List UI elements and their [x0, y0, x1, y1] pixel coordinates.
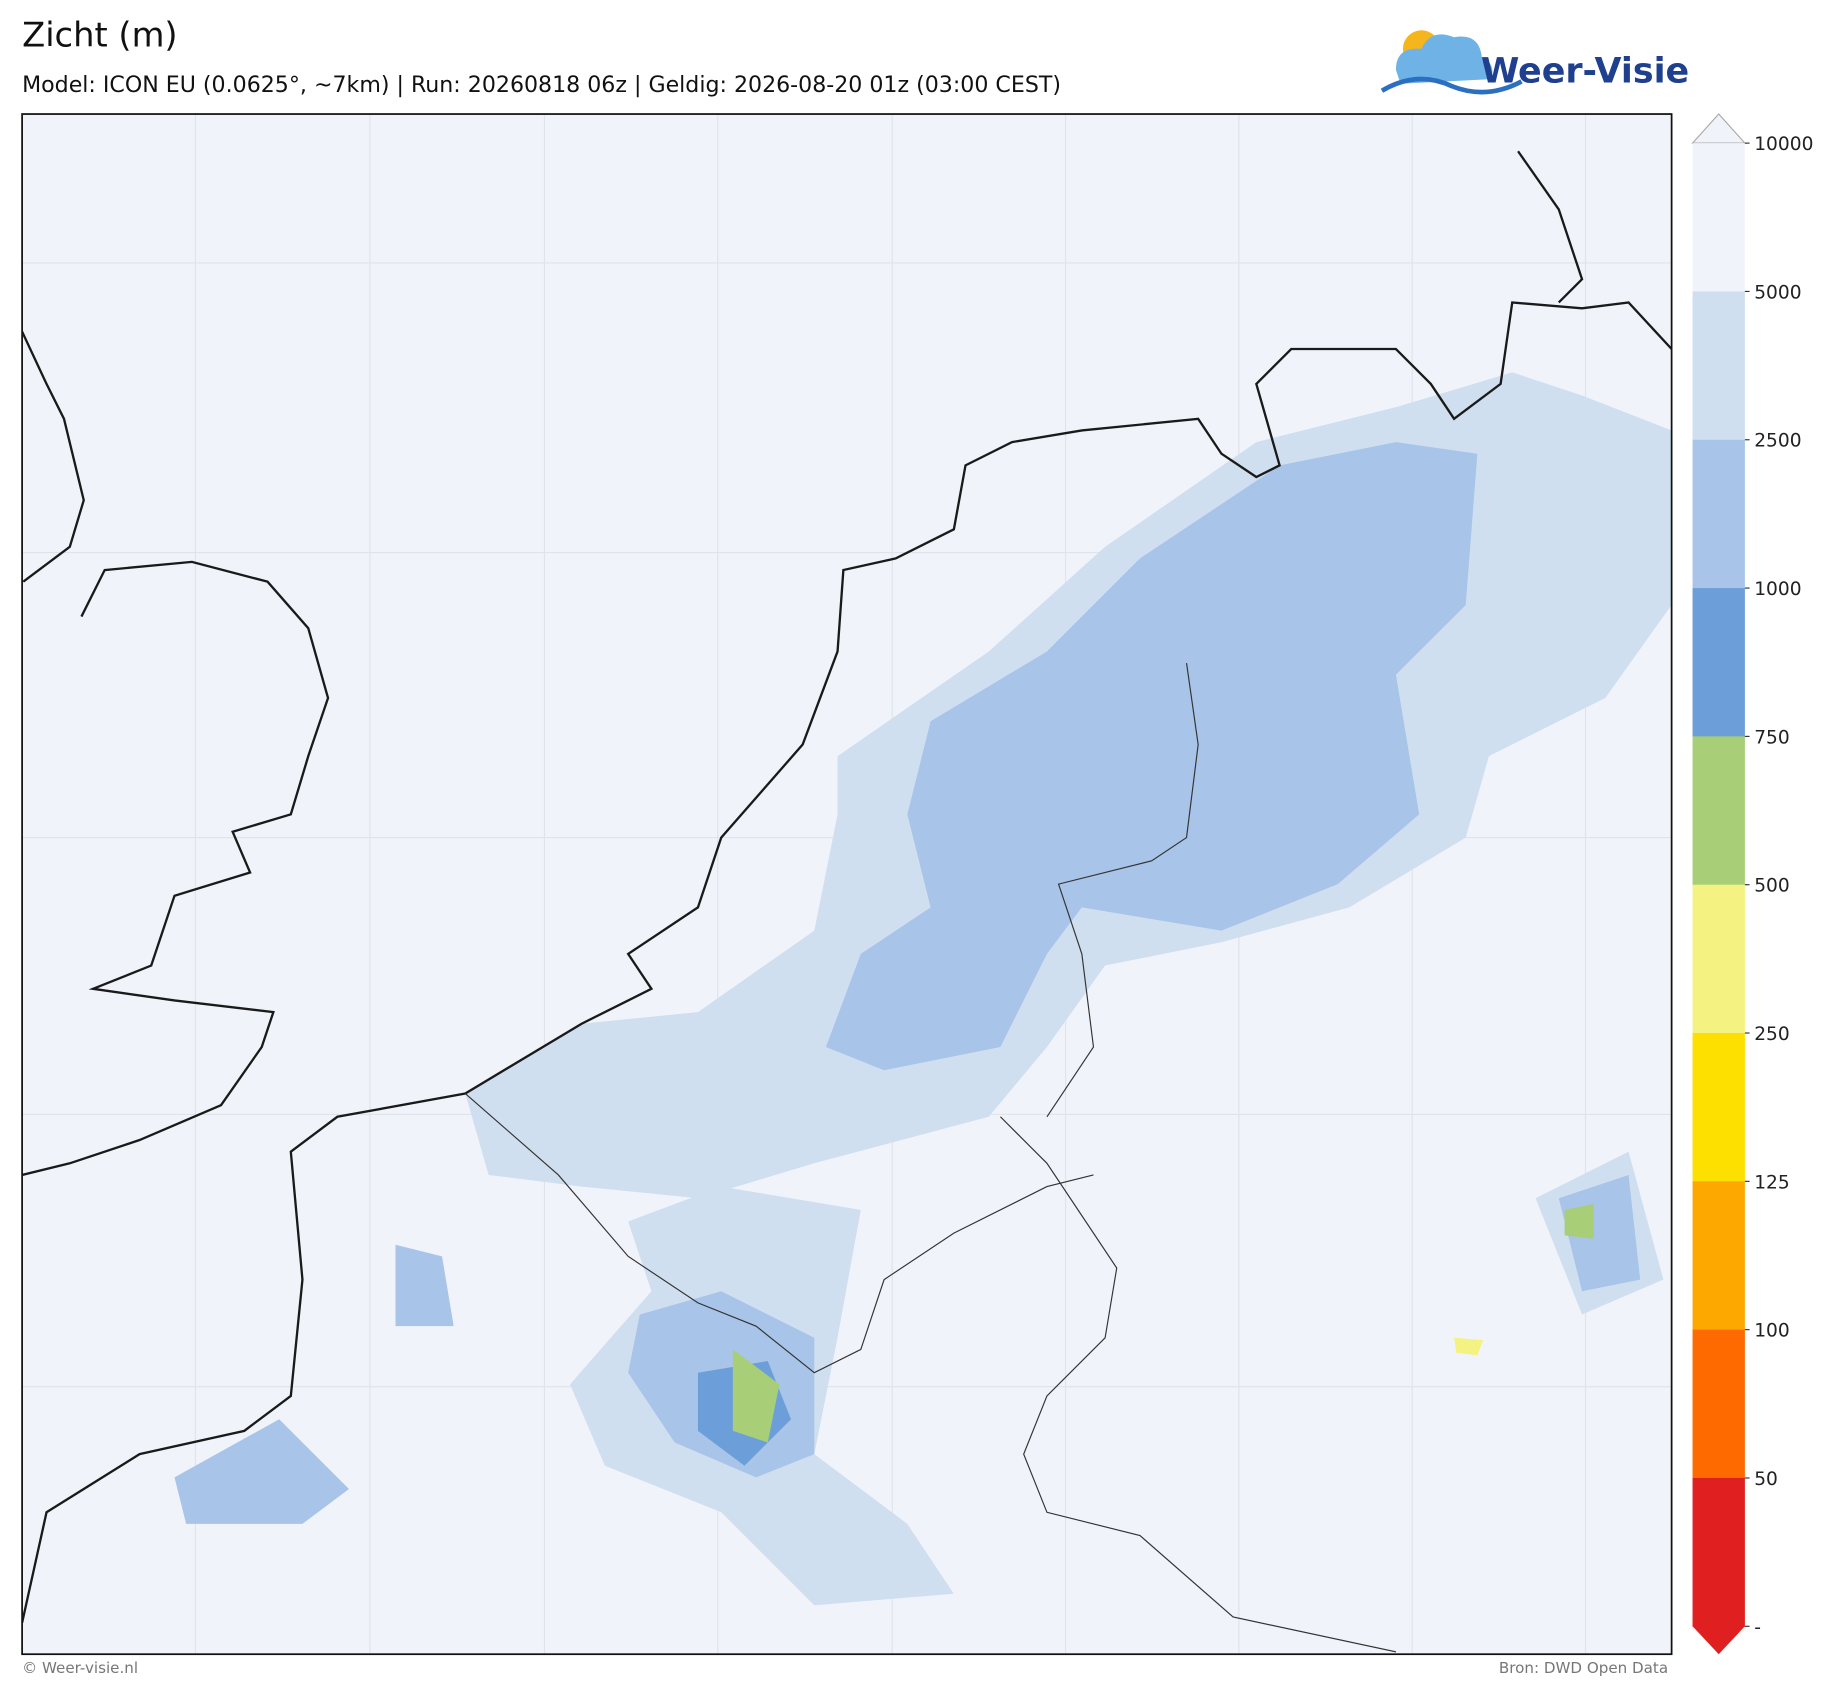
colorbar-label: 50 — [1754, 1469, 1778, 1490]
colorbar-label: 500 — [1754, 876, 1790, 897]
colorbar-label: 1000 — [1754, 579, 1801, 600]
coastlines — [22, 150, 1672, 1624]
colorbar: 10000 5000 2500 1000 750 500 250 125 100 50 - — [1691, 113, 1813, 1655]
colorbar-label: 100 — [1754, 1321, 1790, 1342]
colorbar-segment — [1692, 588, 1745, 737]
logo-cloud — [1395, 34, 1493, 84]
title: Zicht (m) — [22, 16, 177, 55]
subtitle: Model: ICON EU (0.0625°, ~7km) | Run: 20… — [22, 72, 1061, 98]
visibility-fields — [174, 372, 1672, 1606]
copyright: © Weer-visie.nl — [22, 1659, 138, 1677]
map-frame — [21, 113, 1673, 1656]
colorbar-segment — [1692, 884, 1745, 1034]
colorbar-extension-bottom — [1692, 1626, 1745, 1655]
colorbar-segment — [1692, 1181, 1745, 1331]
colorbar-label: 5000 — [1754, 282, 1801, 303]
colorbar-label: 750 — [1754, 727, 1790, 748]
colorbar-extension-top — [1691, 113, 1747, 144]
borders — [464, 663, 1397, 1653]
colorbar-segment — [1692, 1477, 1745, 1627]
logo-wave — [1380, 76, 1523, 95]
colorbar-label: 250 — [1754, 1024, 1790, 1045]
colorbar-label: 125 — [1754, 1172, 1790, 1193]
colorbar-label: 2500 — [1754, 431, 1801, 452]
colorbar-segment — [1692, 143, 1745, 293]
logo-text: Weer-Visie — [1481, 52, 1689, 92]
colorbar-segment — [1692, 291, 1745, 441]
source: Bron: DWD Open Data — [1499, 1659, 1668, 1677]
map-layers — [22, 114, 1672, 1655]
logo: Weer-Visie — [1380, 30, 1689, 95]
colorbar-segment — [1692, 1033, 1745, 1182]
colorbar-segment — [1692, 736, 1745, 886]
colorbar-segment — [1692, 1329, 1745, 1479]
colorbar-label: 10000 — [1754, 134, 1813, 155]
colorbar-segment — [1692, 439, 1745, 589]
colorbar-label: - — [1754, 1617, 1761, 1638]
